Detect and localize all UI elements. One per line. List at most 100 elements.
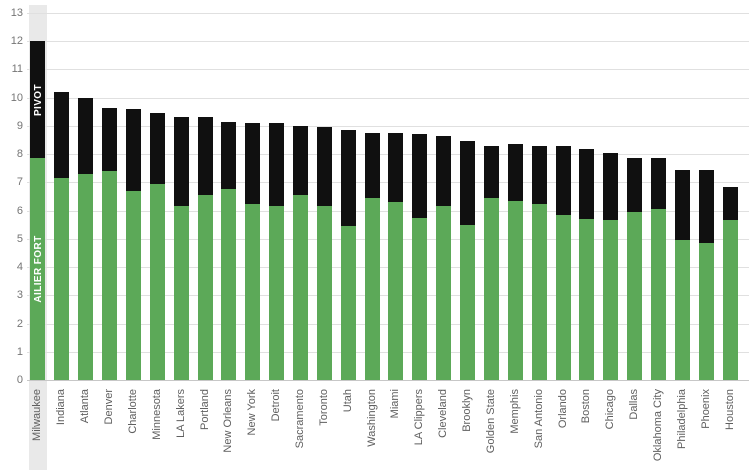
y-axis-tick-label-11: 11 <box>11 63 23 76</box>
grid-line-y1 <box>27 351 749 353</box>
bar-segment-pivot-golden-state[interactable] <box>483 145 499 198</box>
bar-segment-pivot-san-antonio[interactable] <box>531 145 547 204</box>
bar-segment-ailier-fort-miami[interactable] <box>388 202 404 380</box>
x-axis-category-label-washington: Washington <box>365 389 378 447</box>
bar-segment-ailier-fort-chicago[interactable] <box>603 220 619 380</box>
grid-line-y9 <box>27 125 749 127</box>
bar-segment-pivot-charlotte[interactable] <box>125 108 141 191</box>
bar-segment-pivot-detroit[interactable] <box>269 123 285 207</box>
y-axis-tick-label-10: 10 <box>10 91 23 104</box>
x-axis-category-label-houston: Houston <box>723 389 736 430</box>
bar-segment-ailier-fort-sacramento[interactable] <box>292 195 308 380</box>
bar-segment-pivot-oklahoma-city[interactable] <box>650 158 666 210</box>
bar-segment-ailier-fort-boston[interactable] <box>579 219 595 380</box>
bar-segment-ailier-fort-portland[interactable] <box>197 195 213 380</box>
bar-segment-pivot-denver[interactable] <box>102 107 118 172</box>
bar-segment-pivot-indiana[interactable] <box>54 92 70 179</box>
bar-segment-pivot-toronto[interactable] <box>316 127 332 207</box>
grid-line-y11 <box>27 69 749 71</box>
bar-segment-ailier-fort-san-antonio[interactable] <box>531 203 547 380</box>
bar-segment-ailier-fort-new-york[interactable] <box>245 203 261 380</box>
x-axis-category-label-minnesota: Minnesota <box>150 389 163 440</box>
bar-segment-pivot-minnesota[interactable] <box>149 113 165 184</box>
x-axis-category-label-charlotte: Charlotte <box>126 389 139 434</box>
bar-segment-ailier-fort-philadelphia[interactable] <box>674 240 690 380</box>
bar-segment-pivot-orlando[interactable] <box>555 145 571 215</box>
bar-segment-pivot-miami[interactable] <box>388 132 404 203</box>
bar-segment-pivot-utah[interactable] <box>340 130 356 227</box>
x-axis-category-label-golden-state: Golden State <box>484 389 497 454</box>
bar-segment-ailier-fort-washington[interactable] <box>364 197 380 380</box>
bar-segment-ailier-fort-houston[interactable] <box>722 220 738 380</box>
bar-segment-ailier-fort-charlotte[interactable] <box>125 190 141 380</box>
x-axis-category-label-atlanta: Atlanta <box>79 389 92 424</box>
x-axis-category-label-memphis: Memphis <box>508 389 521 434</box>
bar-segment-pivot-milwaukee[interactable] <box>30 41 46 159</box>
bar-segment-ailier-fort-oklahoma-city[interactable] <box>650 209 666 380</box>
bar-segment-ailier-fort-phoenix[interactable] <box>698 243 714 380</box>
x-axis-category-label-orlando: Orlando <box>556 389 569 429</box>
x-axis-category-label-phoenix: Phoenix <box>699 389 712 429</box>
grid-line-y7 <box>27 182 749 184</box>
bar-segment-pivot-new-york[interactable] <box>245 123 261 204</box>
x-axis-category-label-portland: Portland <box>198 389 211 430</box>
bar-segment-ailier-fort-la-lakers[interactable] <box>173 206 189 380</box>
bar-segment-ailier-fort-detroit[interactable] <box>269 206 285 380</box>
grid-line-y2 <box>27 323 749 325</box>
y-axis-tick-label-1: 1 <box>16 345 23 358</box>
bar-segment-ailier-fort-cleveland[interactable] <box>436 206 452 380</box>
x-axis-category-label-miami: Miami <box>389 389 402 419</box>
bar-segment-ailier-fort-atlanta[interactable] <box>78 173 94 380</box>
bar-segment-pivot-memphis[interactable] <box>507 144 523 201</box>
grid-line-y4 <box>27 267 749 269</box>
x-axis-category-label-denver: Denver <box>103 389 116 425</box>
x-axis-category-label-brooklyn: Brooklyn <box>461 389 474 432</box>
bar-segment-ailier-fort-memphis[interactable] <box>507 200 523 380</box>
grid-line-y6 <box>27 210 749 212</box>
bar-segment-ailier-fort-orlando[interactable] <box>555 214 571 380</box>
x-axis-category-label-new-york: New York <box>246 389 259 436</box>
x-axis-category-label-milwaukee: Milwaukee <box>31 389 44 441</box>
grid-line-y13 <box>27 12 749 14</box>
bar-segment-ailier-fort-utah[interactable] <box>340 226 356 380</box>
bar-segment-pivot-boston[interactable] <box>579 148 595 220</box>
bar-segment-ailier-fort-minnesota[interactable] <box>149 183 165 380</box>
x-axis-category-label-detroit: Detroit <box>270 389 283 422</box>
bar-segment-pivot-la-clippers[interactable] <box>412 134 428 218</box>
bar-segment-pivot-washington[interactable] <box>364 132 380 198</box>
bar-segment-pivot-cleveland[interactable] <box>436 135 452 207</box>
y-axis-tick-label-5: 5 <box>16 232 23 245</box>
bar-segment-pivot-phoenix[interactable] <box>698 169 714 244</box>
x-axis-category-label-indiana: Indiana <box>55 389 68 426</box>
bar-segment-ailier-fort-dallas[interactable] <box>627 212 643 380</box>
bar-segment-pivot-la-lakers[interactable] <box>173 117 189 207</box>
bar-segment-pivot-dallas[interactable] <box>627 158 643 212</box>
bar-segment-ailier-fort-milwaukee[interactable] <box>30 158 46 380</box>
grid-line-y12 <box>27 41 749 43</box>
bar-segment-ailier-fort-la-clippers[interactable] <box>412 217 428 380</box>
bar-segment-pivot-houston[interactable] <box>722 186 738 221</box>
bar-segment-pivot-brooklyn[interactable] <box>460 141 476 225</box>
x-axis-category-label-utah: Utah <box>341 389 354 413</box>
y-axis-tick-label-4: 4 <box>16 261 23 274</box>
bar-segment-pivot-new-orleans[interactable] <box>221 121 237 190</box>
bar-segment-pivot-sacramento[interactable] <box>292 125 308 196</box>
bar-segment-ailier-fort-new-orleans[interactable] <box>221 189 237 380</box>
bar-segment-ailier-fort-denver[interactable] <box>102 171 118 380</box>
x-axis-category-label-dallas: Dallas <box>628 389 641 420</box>
y-axis-tick-label-2: 2 <box>16 317 23 330</box>
bar-segment-ailier-fort-toronto[interactable] <box>316 206 332 380</box>
x-axis-category-label-oklahoma-city: Oklahoma City <box>651 389 664 462</box>
bar-segment-ailier-fort-golden-state[interactable] <box>483 197 499 380</box>
y-axis-tick-label-8: 8 <box>16 148 23 161</box>
bar-segment-pivot-portland[interactable] <box>197 117 213 196</box>
bar-segment-pivot-atlanta[interactable] <box>78 97 94 174</box>
x-axis-category-label-toronto: Toronto <box>317 389 330 426</box>
bar-segment-ailier-fort-brooklyn[interactable] <box>460 224 476 380</box>
bar-segment-pivot-philadelphia[interactable] <box>674 169 690 241</box>
grid-line-y8 <box>27 154 749 156</box>
grid-line-y3 <box>27 295 749 297</box>
bar-segment-ailier-fort-indiana[interactable] <box>54 178 70 380</box>
bar-segment-pivot-chicago[interactable] <box>603 152 619 221</box>
